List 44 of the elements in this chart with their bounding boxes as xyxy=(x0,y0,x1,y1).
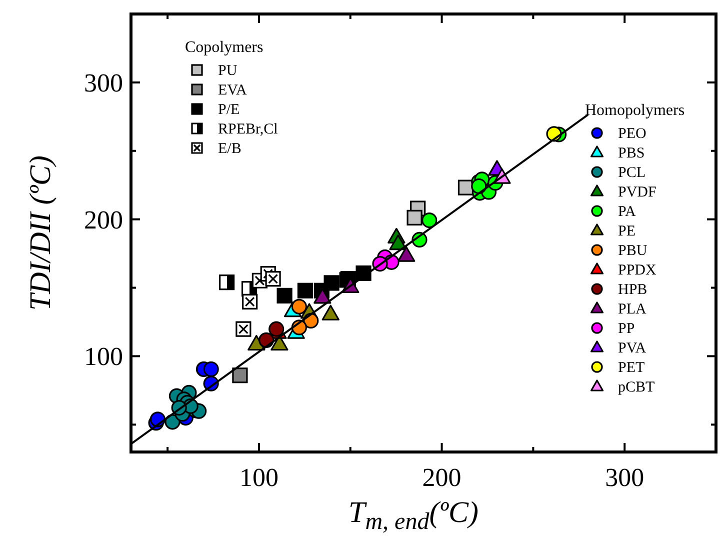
y-tick-label: 200 xyxy=(84,205,123,234)
point xyxy=(265,271,281,287)
point xyxy=(297,282,314,298)
point xyxy=(322,304,340,320)
y-axis-title: TDI/DII (ºC) xyxy=(24,155,57,311)
legend-label: RPEBr,Cl xyxy=(218,122,278,138)
legend-label: PP xyxy=(618,321,635,337)
legend-label: PLA xyxy=(618,302,647,318)
point xyxy=(276,288,292,304)
legend-label: PEO xyxy=(618,126,647,142)
legend-label: EVA xyxy=(218,82,248,98)
annotation: Homopolymers xyxy=(585,102,685,119)
x-axis-title: T$_{m, end}$(ºC) xyxy=(348,496,478,536)
y-tick-label: 300 xyxy=(84,68,123,98)
legend-label: PCL xyxy=(618,165,646,181)
point xyxy=(218,274,235,290)
legend-label: E/B xyxy=(218,141,242,157)
legend-label: HPB xyxy=(618,282,648,298)
legend-label: PET xyxy=(618,360,645,376)
point xyxy=(291,298,307,314)
point xyxy=(236,321,252,337)
point xyxy=(397,246,416,262)
point xyxy=(471,178,487,194)
legend-label: PPDX xyxy=(618,262,657,278)
x-tick-label: 200 xyxy=(422,463,462,492)
legend-label: P/E xyxy=(218,102,240,118)
legend-label: PE xyxy=(618,224,636,240)
legend-label: PVDF xyxy=(618,184,656,200)
point xyxy=(232,368,248,384)
point xyxy=(203,361,219,377)
point xyxy=(406,210,422,226)
y-tick-label: 100 xyxy=(84,342,123,372)
x-tick-label: 300 xyxy=(605,463,644,492)
legend-label: pCBT xyxy=(618,380,655,396)
x-tick-label: 100 xyxy=(239,463,278,492)
legend-label: PBS xyxy=(618,146,645,162)
point xyxy=(242,294,258,310)
point xyxy=(324,275,340,291)
legend-label: PU xyxy=(218,63,238,79)
annotation: Copolymers xyxy=(185,39,264,56)
legend-label: PBU xyxy=(618,243,648,259)
legend-label: PA xyxy=(618,204,636,220)
legend-label: PVA xyxy=(618,340,646,356)
point xyxy=(422,212,438,228)
